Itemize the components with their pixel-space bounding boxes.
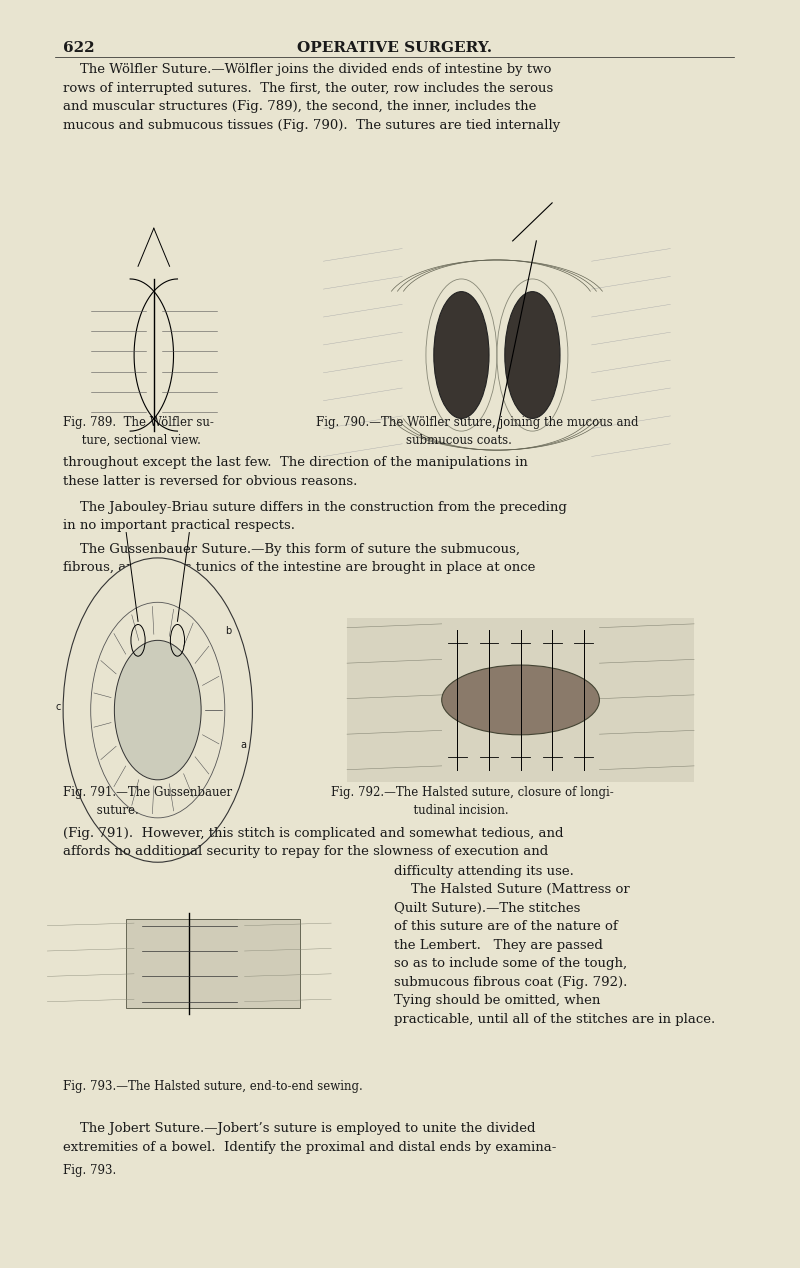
Ellipse shape bbox=[434, 292, 489, 418]
Text: Fig. 789.  The Wölfler su-
     ture, sectional view.: Fig. 789. The Wölfler su- ture, sectiona… bbox=[63, 416, 214, 446]
Text: Fig. 793.: Fig. 793. bbox=[63, 1164, 116, 1177]
Ellipse shape bbox=[505, 292, 560, 418]
Ellipse shape bbox=[442, 664, 599, 735]
Text: c: c bbox=[55, 702, 61, 713]
FancyBboxPatch shape bbox=[126, 919, 237, 1008]
Text: Fig. 793.—The Halsted suture, end-to-end sewing.: Fig. 793.—The Halsted suture, end-to-end… bbox=[63, 1080, 363, 1093]
Text: Fig. 791.—The Gussenbauer
         suture.: Fig. 791.—The Gussenbauer suture. bbox=[63, 786, 232, 817]
FancyBboxPatch shape bbox=[347, 618, 694, 782]
Text: throughout except the last few.  The direction of the manipulations in
these lat: throughout except the last few. The dire… bbox=[63, 456, 528, 488]
Text: The Wölfler Suture.—Wölfler joins the divided ends of intestine by two
rows of i: The Wölfler Suture.—Wölfler joins the di… bbox=[63, 63, 560, 132]
Text: 622: 622 bbox=[63, 41, 94, 55]
FancyBboxPatch shape bbox=[67, 260, 241, 450]
Text: The Jobert Suture.—Jobert’s suture is employed to unite the divided
extremities : The Jobert Suture.—Jobert’s suture is em… bbox=[63, 1122, 557, 1154]
Text: Fig. 790.—The Wölfler suture, joining the mucous and
                        sub: Fig. 790.—The Wölfler suture, joining th… bbox=[315, 416, 638, 446]
Text: difficulty attending its use.
    The Halsted Suture (Mattress or
Quilt Suture).: difficulty attending its use. The Halste… bbox=[394, 865, 716, 1026]
Text: a: a bbox=[241, 741, 246, 751]
Text: The Gussenbauer Suture.—By this form of suture the submucous,
fibrous, and serou: The Gussenbauer Suture.—By this form of … bbox=[63, 543, 535, 574]
Text: OPERATIVE SURGERY.: OPERATIVE SURGERY. bbox=[297, 41, 492, 55]
FancyBboxPatch shape bbox=[190, 919, 300, 1008]
Text: (Fig. 791).  However, this stitch is complicated and somewhat tedious, and
affor: (Fig. 791). However, this stitch is comp… bbox=[63, 827, 563, 858]
Text: b: b bbox=[225, 626, 231, 637]
Text: The Jabouley-Briau suture differs in the construction from the preceding
in no i: The Jabouley-Briau suture differs in the… bbox=[63, 501, 567, 533]
Circle shape bbox=[63, 558, 253, 862]
Text: Fig. 792.—The Halsted suture, closure of longi-
                      tudinal in: Fig. 792.—The Halsted suture, closure of… bbox=[331, 786, 614, 817]
Circle shape bbox=[90, 602, 225, 818]
Circle shape bbox=[114, 640, 201, 780]
